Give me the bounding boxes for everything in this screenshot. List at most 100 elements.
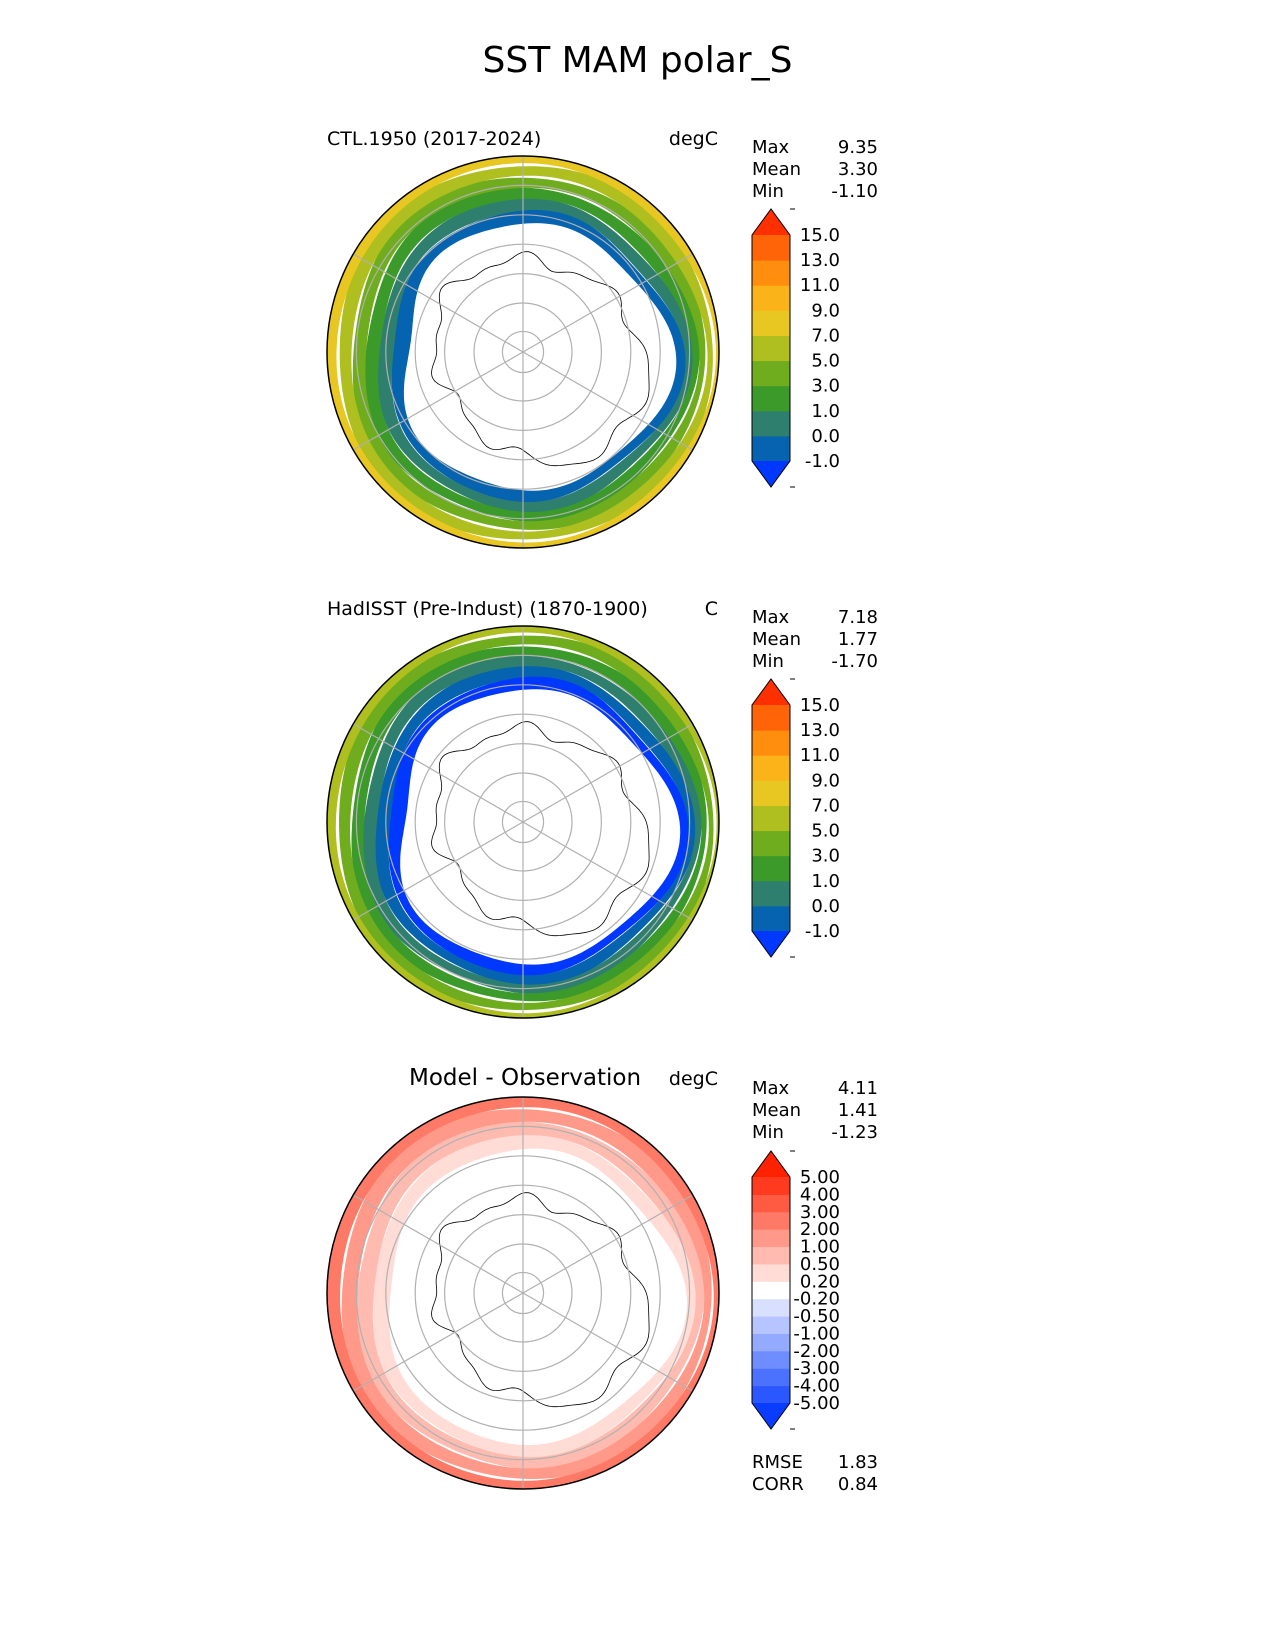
colorbar-swatch [752, 1350, 790, 1369]
stat-label: Mean [752, 629, 802, 650]
stat-max: Max 4.11 [752, 1078, 878, 1100]
colorbar-level-label: -5.00 [793, 1393, 840, 1414]
stat-rmse: RMSE 1.83 [752, 1452, 878, 1474]
colorbar-swatch [752, 385, 790, 412]
panel-3-extra-stats: RMSE 1.83 CORR 0.84 [752, 1452, 878, 1496]
panel-3-map [326, 1096, 720, 1490]
panel-2-map [326, 625, 720, 1019]
colorbar-level-label: 15.0 [800, 695, 840, 716]
panel-3-stats: Max 4.11 Mean 1.41 Min -1.23 [752, 1078, 878, 1144]
colorbar-swatch [752, 855, 790, 882]
colorbar-swatch [752, 905, 790, 932]
colorbar-level-label: -3.00 [793, 1358, 840, 1379]
colorbar-level-label: 0.0 [811, 896, 840, 917]
stat-value: 4.11 [837, 1078, 878, 1099]
colorbar-swatch [752, 705, 790, 731]
meridian-gridline [522, 821, 702, 926]
meridian-gridline [344, 351, 524, 456]
colorbar-swatch [752, 880, 790, 907]
colorbar-swatch [752, 780, 790, 806]
panel-3-colorbar: -5.00-4.00-3.00-2.00-1.00-0.50-0.200.200… [751, 1150, 840, 1430]
meridian-gridline [344, 248, 524, 353]
panel-3-title: Model - Observation [409, 1065, 642, 1091]
meridian-gridline [522, 718, 702, 823]
colorbar-outline [751, 678, 791, 958]
colorbar-swatch [752, 1177, 790, 1195]
stat-max: Max 7.18 [752, 607, 878, 629]
colorbar-level-label: 0.20 [800, 1271, 840, 1292]
stat-value: 1.41 [837, 1100, 878, 1121]
colorbar-swatch [752, 410, 790, 437]
colorbar-level-label: 0.0 [811, 426, 840, 447]
meridian-gridline [522, 1189, 702, 1294]
panel-2-units: C [704, 598, 718, 620]
colorbar-swatch [752, 755, 790, 781]
colorbar-level-label: -1.00 [793, 1323, 840, 1344]
colorbar-level-label: 0.50 [800, 1254, 840, 1275]
colorbar-level-label: -1.0 [805, 451, 840, 472]
colorbar-swatch [752, 1368, 790, 1387]
antarctica-coastline [431, 251, 650, 467]
colorbar-swatch [752, 1385, 790, 1404]
panel-2-stats: Max 7.18 Mean 1.77 Min -1.70 [752, 607, 878, 673]
antarctica-coastline [431, 721, 650, 937]
panel-1-title: CTL.1950 (2017-2024) [327, 128, 542, 150]
colorbar-level-label: -4.00 [793, 1376, 840, 1397]
colorbar-swatch [752, 1333, 790, 1352]
stat-value: -1.70 [831, 651, 878, 672]
stat-mean: Mean 3.30 [752, 159, 878, 181]
colorbar-swatch [752, 1281, 790, 1300]
colorbar-swatch [752, 1298, 790, 1317]
colorbar-swatch [752, 805, 790, 832]
colorbar-level-label: 1.0 [811, 871, 840, 892]
colorbar-level-label: 7.0 [811, 795, 840, 816]
stat-label: Max [752, 1078, 790, 1099]
colorbar-level-label: 5.0 [811, 821, 840, 842]
colorbar-swatch [752, 1194, 790, 1213]
colorbar-level-label: 15.0 [800, 225, 840, 246]
meridian-gridline [522, 351, 702, 456]
colorbar-extend-min [752, 931, 790, 957]
antarctica-coastline [431, 1192, 650, 1408]
meridian-gridline [522, 248, 702, 353]
panel-3-units: degC [668, 1068, 718, 1090]
colorbar-level-label: 13.0 [800, 720, 840, 741]
stat-value: 9.35 [837, 137, 878, 158]
colorbar-swatch [752, 335, 790, 362]
map-boundary [326, 155, 720, 549]
colorbar-level-label: 1.00 [800, 1237, 840, 1258]
stat-value: -1.10 [831, 181, 878, 202]
colorbar-level-label: 3.0 [811, 376, 840, 397]
stat-value: 1.83 [837, 1452, 878, 1473]
panel-1-map [326, 155, 720, 549]
meridian-gridline [344, 1292, 524, 1397]
stat-label: Max [752, 137, 790, 158]
panel-2-title: HadISST (Pre-Indust) (1870-1900) [327, 598, 648, 620]
colorbar-outline [751, 1150, 791, 1430]
colorbar-level-label: 4.00 [800, 1184, 840, 1205]
colorbar-level-label: 13.0 [800, 250, 840, 271]
colorbar-swatch [752, 1316, 790, 1334]
stat-value: 1.77 [837, 629, 878, 650]
colorbar-swatch [752, 1211, 790, 1230]
colorbar-extend-max [752, 1151, 790, 1177]
stat-min: Min -1.10 [752, 181, 878, 203]
stat-min: Min -1.70 [752, 651, 878, 673]
stat-label: Max [752, 607, 790, 628]
stat-max: Max 9.35 [752, 137, 878, 159]
colorbar-level-label: -0.50 [793, 1306, 840, 1327]
colorbar-level-label: 9.0 [811, 770, 840, 791]
colorbar-level-label: 3.00 [800, 1202, 840, 1223]
stat-label: Mean [752, 159, 802, 180]
colorbar-level-label: 9.0 [811, 300, 840, 321]
colorbar-extend-min [752, 1403, 790, 1429]
colorbar-swatch [752, 830, 790, 857]
colorbar-swatch [752, 435, 790, 462]
colorbar-level-label: 11.0 [800, 275, 840, 296]
colorbar-level-label: 5.00 [800, 1167, 840, 1188]
colorbar-level-label: 7.0 [811, 325, 840, 346]
stat-value: 3.30 [837, 159, 878, 180]
colorbar-swatch [752, 1263, 790, 1282]
colorbar-swatch [752, 1229, 790, 1248]
panel-1-units: degC [668, 128, 718, 150]
